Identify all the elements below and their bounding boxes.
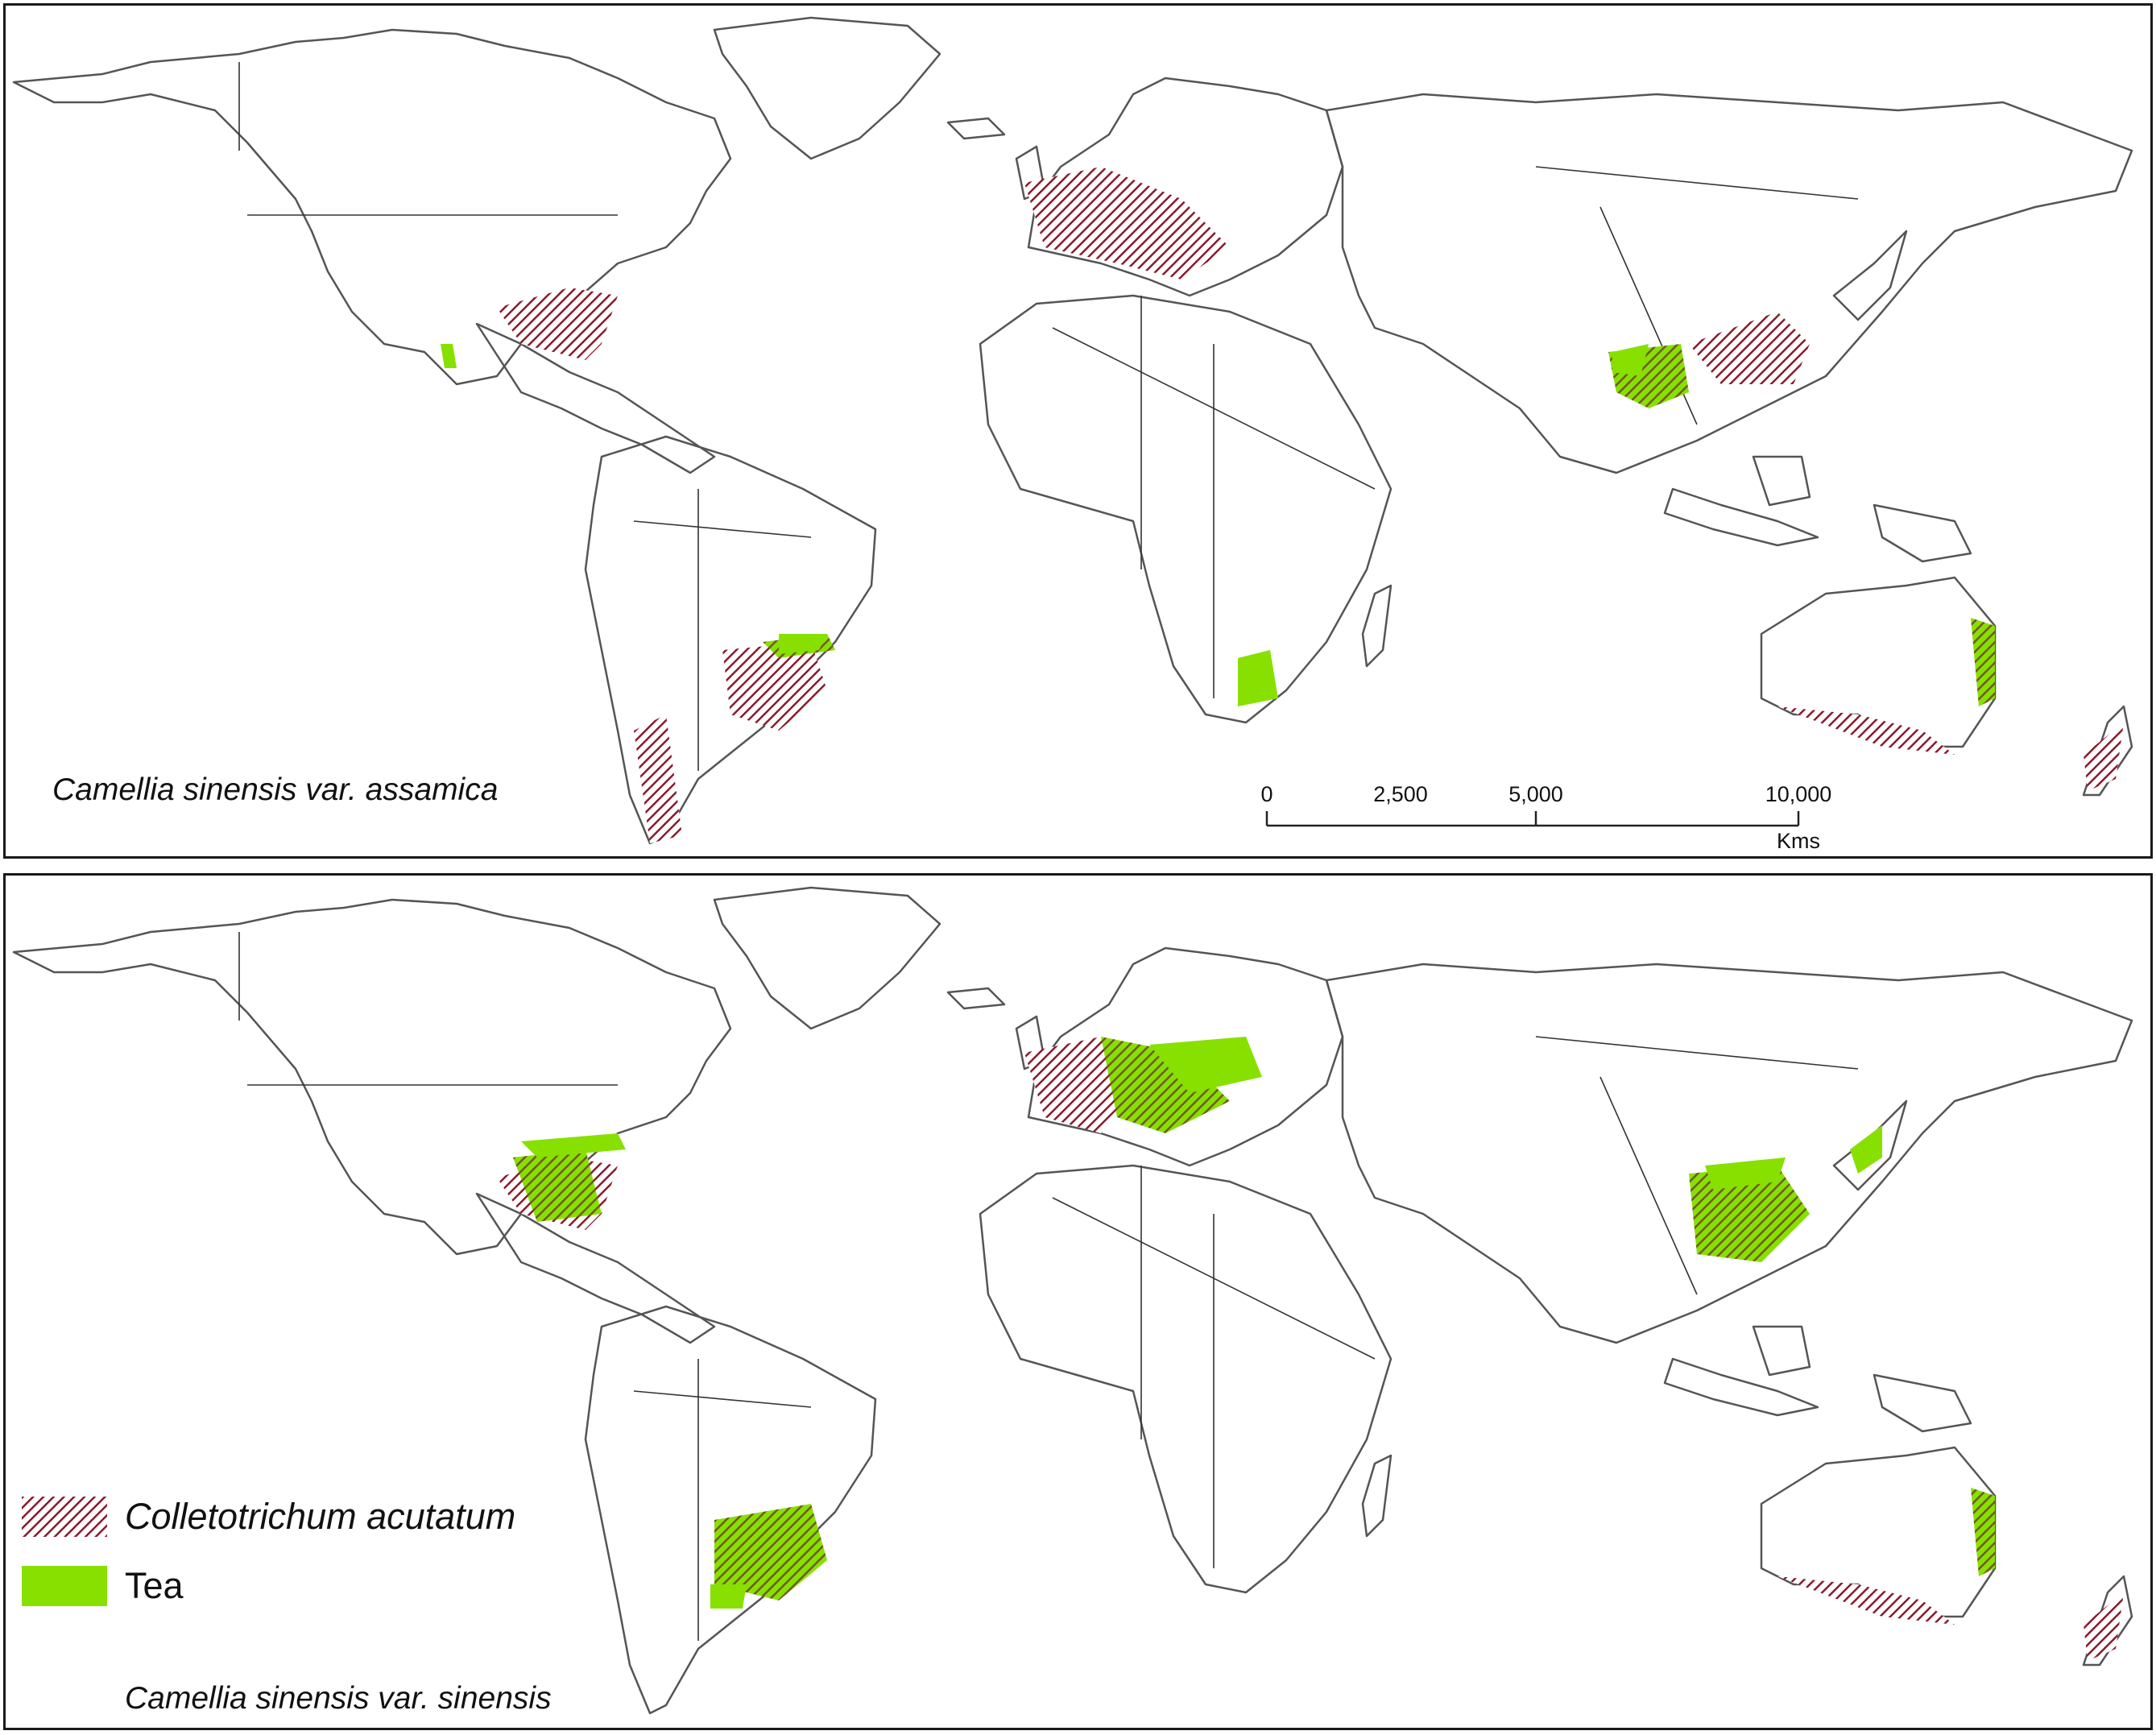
legend-swatch-tea	[22, 1566, 107, 1606]
panel-caption-top: Camellia sinensis var. assamica	[52, 772, 499, 807]
scale-tick-2500: 2,500	[1373, 782, 1428, 806]
range-tea-assam	[1612, 344, 1649, 376]
panel-caption-bottom: Camellia sinensis var. sinensis	[125, 1681, 552, 1716]
range-overlap-australia	[1971, 1488, 1995, 1576]
range-tea-brazil	[779, 634, 827, 654]
world-map-sinensis	[6, 876, 2153, 1730]
range-pathogen-nz	[2084, 1592, 2124, 1661]
map-panel-sinensis: Colletotrichum acutatum Tea Camellia sin…	[3, 873, 2153, 1730]
range-overlap-australia	[1971, 618, 1995, 706]
scale-tick-0: 0	[1260, 782, 1272, 806]
map-panel-assamica: 0 2,500 5,000 10,000 Kms Camellia sinens…	[3, 3, 2153, 859]
legend-label-tea: Tea	[125, 1565, 184, 1606]
range-pathogen-usa	[497, 288, 618, 360]
range-pathogen-australia	[1777, 706, 1955, 755]
range-overlap-europe	[1101, 1037, 1230, 1133]
range-tea-japan	[1850, 1125, 1882, 1174]
range-pathogen-nz	[2084, 723, 2124, 791]
range-tea-mexico	[441, 344, 457, 368]
world-map-assamica: 0 2,500 5,000 10,000 Kms	[6, 6, 2153, 853]
scale-tick-5000: 5,000	[1508, 782, 1563, 806]
legend-item-pathogen: Colletotrichum acutatum	[22, 1496, 515, 1538]
scale-unit: Kms	[1777, 829, 1820, 853]
range-overlap-china	[1689, 1166, 1810, 1262]
scale-bar	[1265, 811, 1800, 827]
range-pathogen-europe	[1024, 167, 1230, 280]
range-tea-china	[1705, 1157, 1786, 1190]
legend-swatch-pathogen	[22, 1497, 107, 1537]
range-tea-east-europe	[1149, 1037, 1262, 1093]
range-pathogen-australia	[1777, 1576, 1955, 1625]
range-pathogen-south-america	[722, 642, 827, 731]
range-tea-south-america	[710, 1584, 747, 1609]
range-tea-usa-north	[521, 1133, 626, 1157]
range-overlap-usa	[513, 1149, 602, 1222]
range-pathogen-china	[1689, 312, 1810, 384]
legend-label-pathogen: Colletotrichum acutatum	[125, 1496, 516, 1537]
range-pathogen-chile	[634, 714, 682, 843]
scale-tick-10000: 10,000	[1765, 782, 1832, 806]
range-tea-africa	[1238, 650, 1278, 706]
legend-item-tea: Tea	[22, 1565, 184, 1607]
range-overlap-brazil	[714, 1504, 827, 1600]
